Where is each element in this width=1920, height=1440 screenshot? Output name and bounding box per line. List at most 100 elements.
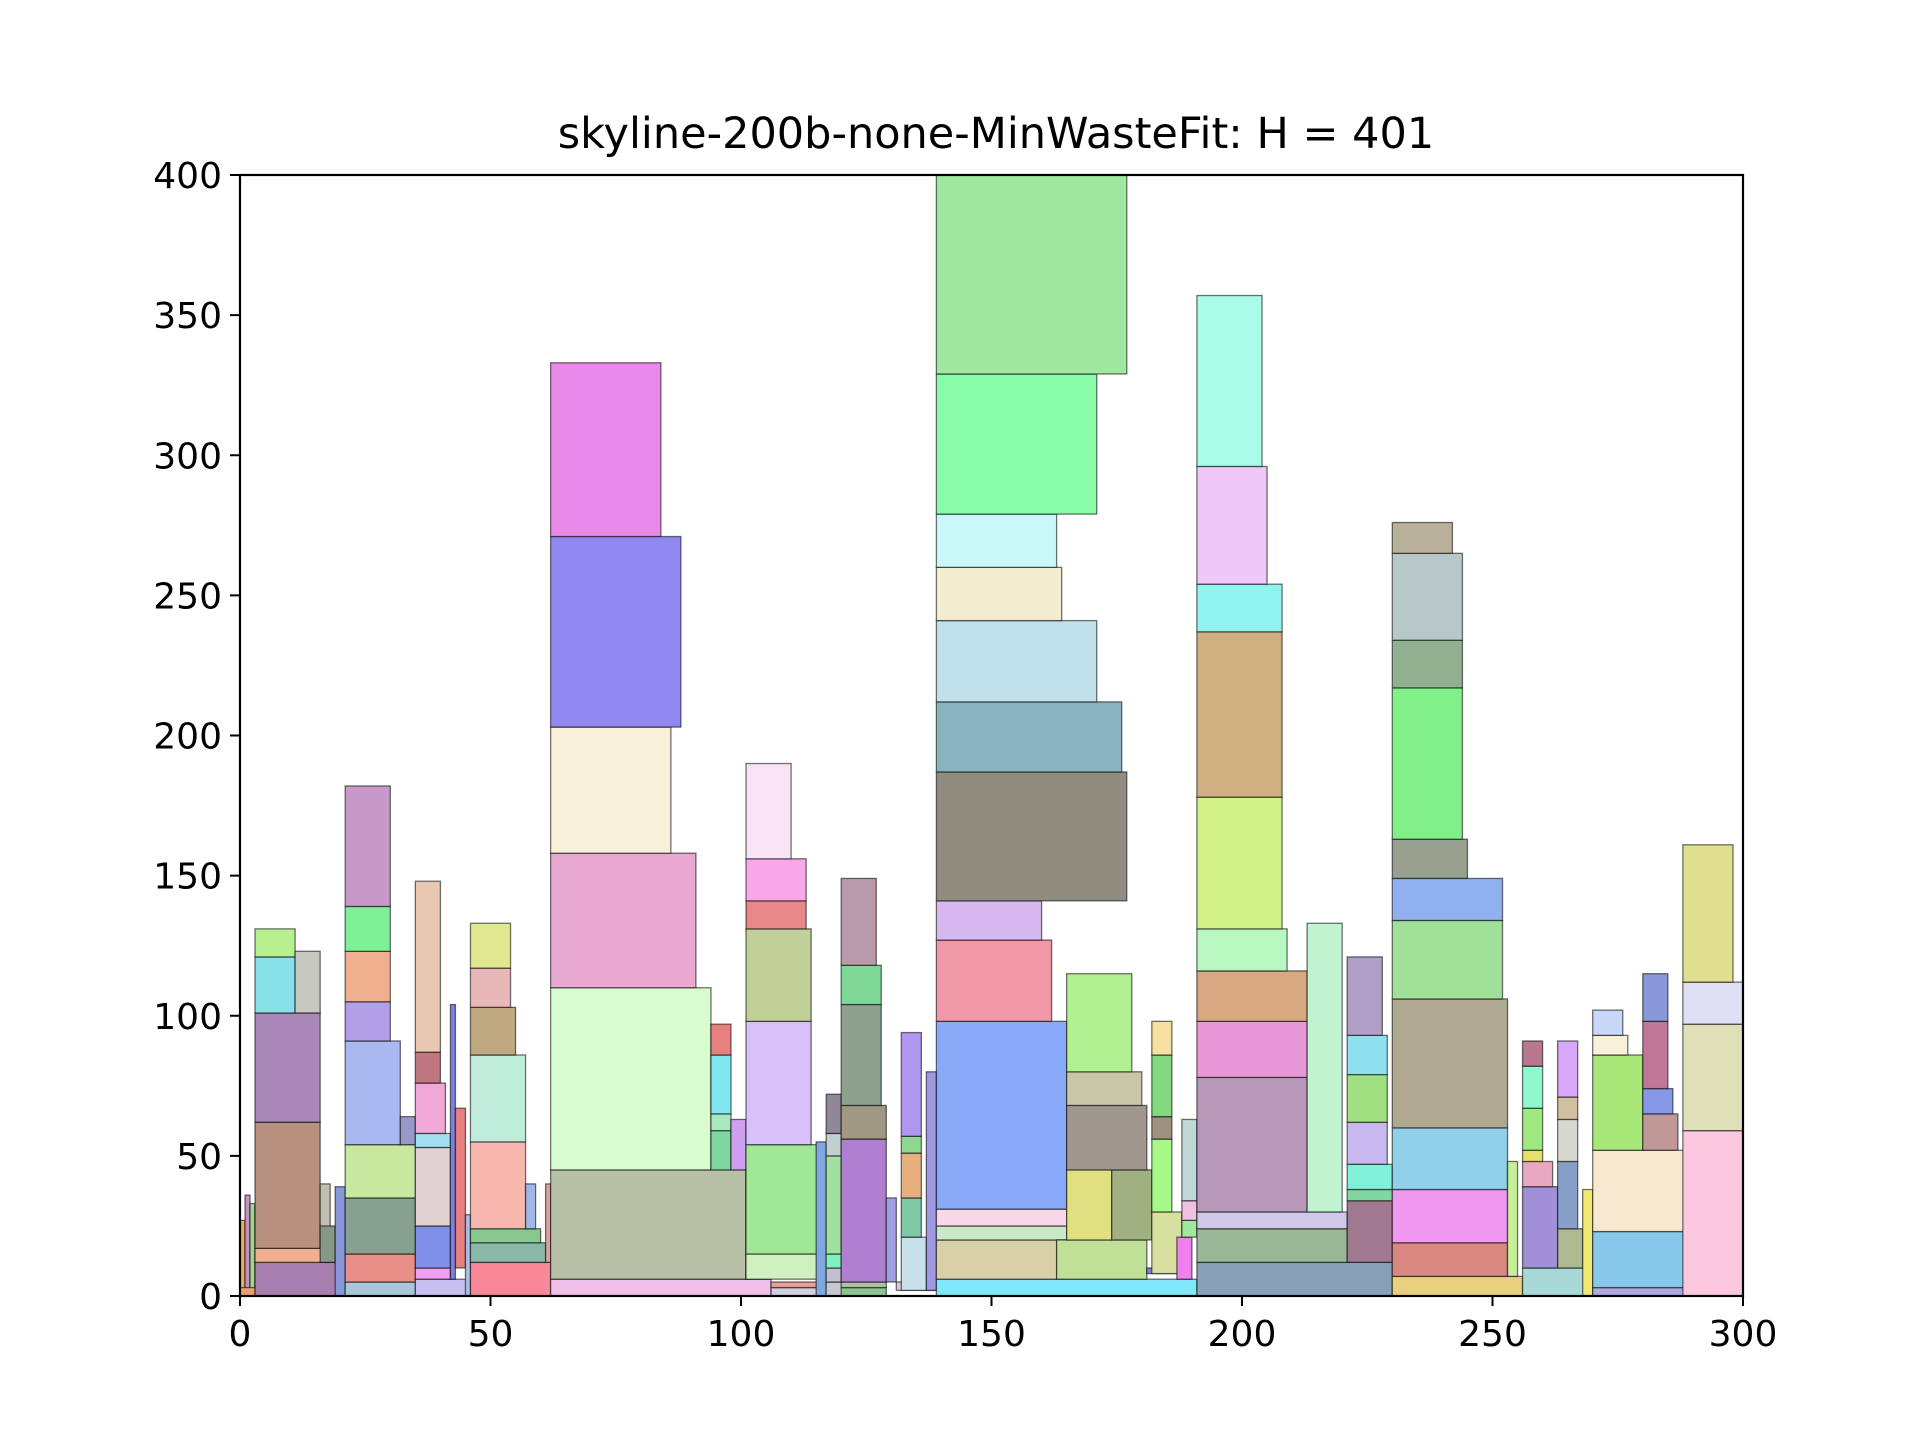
packed-rect-156 (1521, 1149, 1544, 1163)
packed-rect-30 (414, 1082, 447, 1135)
packed-rect-114 (1151, 1054, 1173, 1118)
packed-rect-119 (1181, 1118, 1198, 1202)
packed-rect-86 (900, 1152, 923, 1199)
packed-rect-154 (1521, 1186, 1559, 1269)
packed-rect-140 (1391, 1275, 1524, 1297)
packed-rect-106 (1111, 1169, 1153, 1241)
packed-rect-168 (1592, 1149, 1689, 1233)
packed-rect-161 (1556, 1160, 1579, 1230)
packed-rect-4 (239, 1286, 256, 1297)
packed-rect-91 (935, 1239, 1058, 1280)
packed-rect-157 (1521, 1107, 1544, 1151)
packed-rect-34 (454, 1107, 467, 1269)
packed-rect-24 (399, 1115, 417, 1146)
packed-rect-177 (1682, 1023, 1744, 1132)
packed-rect-49 (549, 852, 697, 989)
packed-rect-135 (1346, 1163, 1393, 1191)
packed-rect-31 (414, 1051, 442, 1084)
packed-rect-98 (935, 701, 1123, 773)
packed-rect-25 (414, 1278, 472, 1297)
packed-rect-143 (1391, 1127, 1509, 1191)
x-tick-label: 300 (1709, 1314, 1778, 1355)
packed-rect-70 (825, 1267, 842, 1283)
packed-rect-28 (414, 1146, 452, 1227)
packed-rect-72 (825, 1155, 842, 1255)
packed-rect-130 (1196, 465, 1268, 585)
packed-rect-48 (549, 987, 712, 1171)
packed-rect-42 (469, 967, 512, 1008)
packed-rect-82 (885, 1197, 897, 1283)
packed-rect-150 (1391, 552, 1464, 641)
packed-rect-99 (935, 619, 1098, 703)
packed-rect-123 (1196, 1076, 1308, 1213)
packed-rect-104 (1055, 1239, 1148, 1280)
packed-rect-56 (710, 1023, 732, 1056)
packed-rect-126 (1196, 928, 1288, 972)
packed-rect-57 (730, 1118, 747, 1171)
packed-rect-26 (414, 1267, 452, 1280)
packed-rect-46 (549, 1278, 772, 1297)
packed-rect-160 (1556, 1228, 1584, 1269)
packed-rect-90 (935, 1278, 1198, 1297)
packed-rect-87 (900, 1135, 923, 1154)
y-tick-label: 200 (153, 717, 222, 758)
packed-rect-121 (1196, 1228, 1348, 1264)
packed-rect-173 (1642, 1087, 1674, 1115)
packed-rect-1 (244, 1194, 251, 1297)
packed-rect-133 (1346, 1200, 1393, 1264)
packed-rect-85 (900, 1197, 923, 1238)
packed-rect-76 (840, 1281, 887, 1289)
packed-rect-61 (745, 1020, 812, 1146)
packed-rect-88 (900, 1031, 923, 1137)
packed-rect-10 (254, 928, 296, 958)
packed-rect-134 (1346, 1188, 1393, 1202)
packed-rect-171 (1592, 1009, 1624, 1037)
packed-rect-77 (840, 1138, 887, 1283)
packed-rect-158 (1521, 1065, 1544, 1109)
packed-rect-178 (1682, 981, 1744, 1025)
packed-rect-45 (544, 1183, 552, 1264)
packed-rect-108 (1066, 1071, 1143, 1107)
packed-rect-139 (1346, 956, 1383, 1037)
packed-rect-112 (1151, 1138, 1173, 1213)
packed-rect-66 (770, 1286, 822, 1297)
packed-rect-11 (294, 950, 321, 1014)
packed-rect-50 (549, 726, 672, 854)
packed-rect-162 (1556, 1118, 1579, 1163)
packed-rect-128 (1196, 631, 1283, 798)
chart-title: skyline-200b-none-MinWasteFit: H = 401 (558, 109, 1434, 159)
packed-rect-36 (469, 1261, 552, 1297)
packed-rect-7 (254, 1121, 321, 1250)
y-tick-label: 0 (199, 1277, 222, 1318)
packed-rect-65 (745, 762, 792, 860)
packed-rect-41 (469, 1006, 517, 1056)
packed-rect-95 (935, 939, 1053, 1023)
packed-rect-16 (344, 1253, 416, 1283)
packed-rect-96 (935, 900, 1043, 941)
packed-rect-80 (840, 964, 882, 1006)
x-tick-label: 200 (1208, 1314, 1277, 1355)
packed-rect-33 (449, 1003, 457, 1280)
x-tick-label: 150 (957, 1314, 1026, 1355)
packed-rect-120 (1196, 1261, 1393, 1297)
packed-rect-51 (549, 535, 682, 728)
packed-rect-2 (249, 1202, 256, 1297)
packed-rect-163 (1556, 1096, 1579, 1121)
packed-rect-54 (710, 1113, 732, 1132)
packed-rect-137 (1346, 1073, 1388, 1123)
packed-rect-170 (1592, 1034, 1629, 1056)
packed-rect-78 (840, 1104, 887, 1140)
packed-rect-175 (1642, 973, 1669, 1023)
packed-rect-29 (414, 1132, 452, 1149)
packed-rect-169 (1592, 1054, 1644, 1151)
x-axis: 0 50 100 150 200 250 300 (229, 1296, 1778, 1355)
packed-rect-101 (935, 513, 1058, 568)
y-tick-label: 400 (153, 156, 222, 197)
packed-rect-124 (1196, 1020, 1308, 1079)
packed-rect-172 (1642, 1113, 1679, 1151)
packed-rect-147 (1391, 838, 1469, 880)
y-tick-label: 350 (153, 296, 222, 337)
packed-rect-68 (815, 1141, 827, 1297)
y-axis: 0 50 100 150 200 250 300 350 400 (153, 156, 240, 1318)
